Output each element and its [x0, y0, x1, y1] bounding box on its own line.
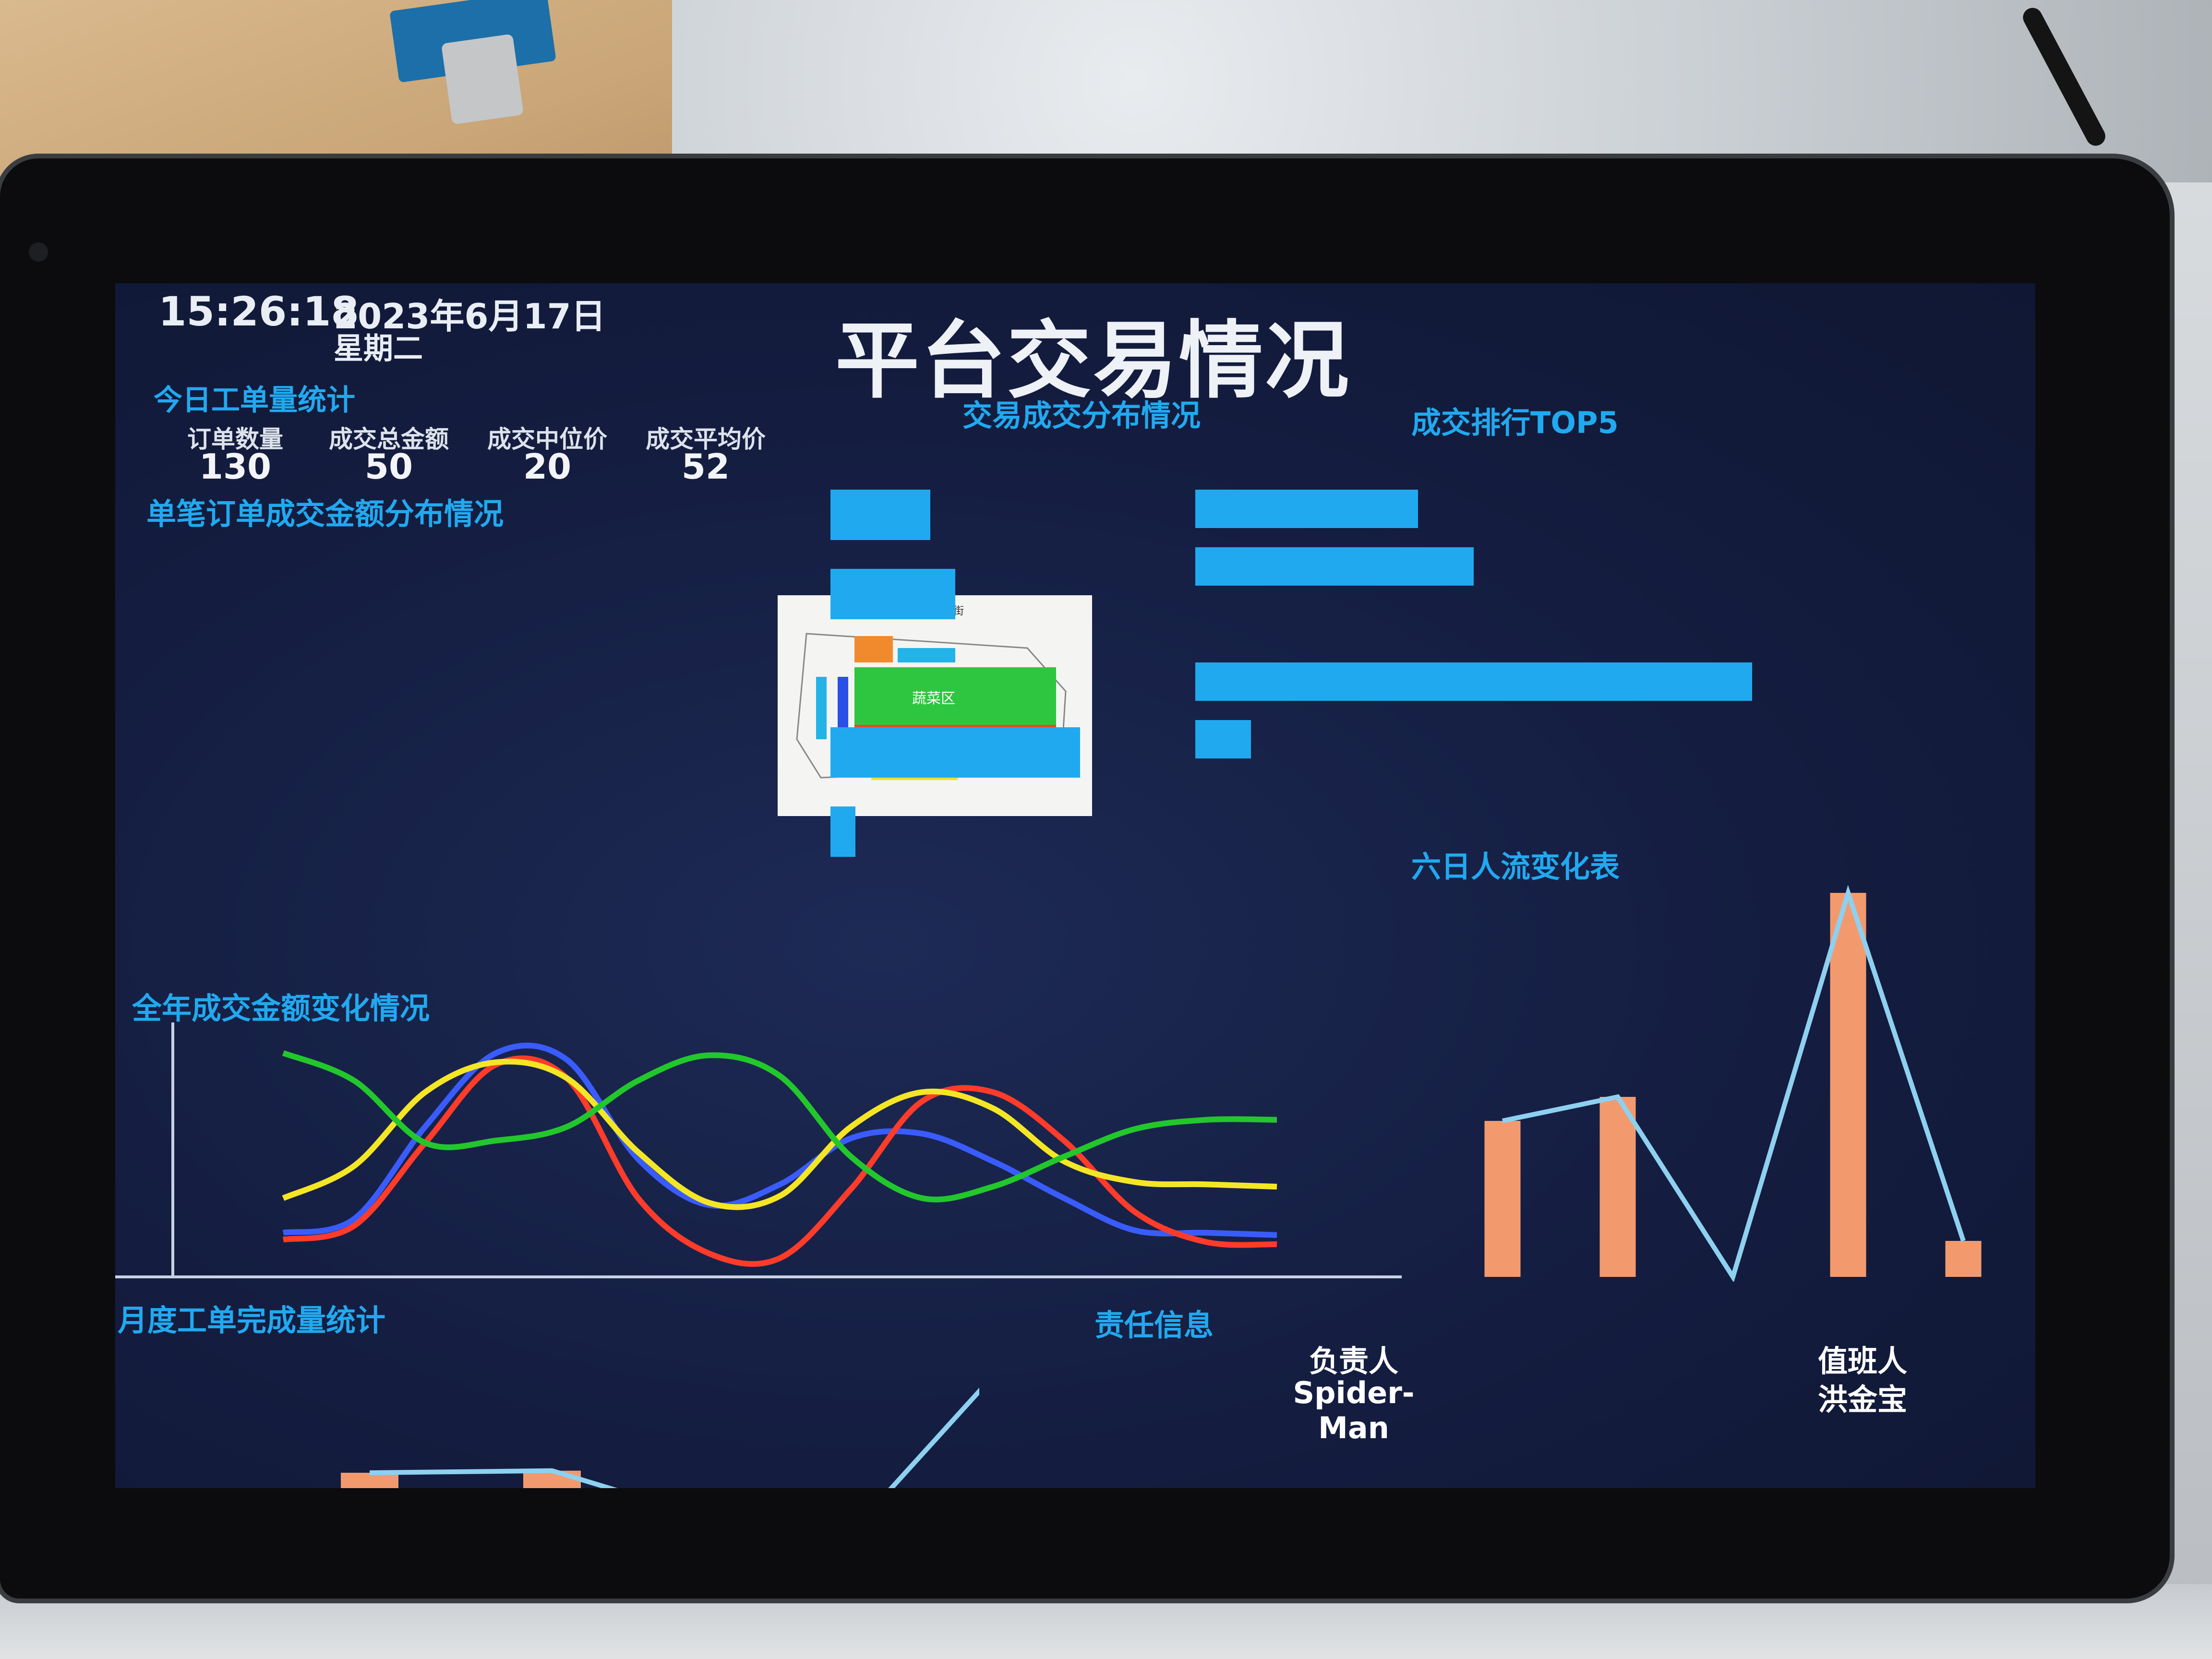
distribution-bar-chart [830, 490, 1080, 857]
dashboard-screen: 15:26:18 2023年6月17日 星期二 平台交易情况 今日工单量统计 订… [115, 283, 2035, 1488]
onduty-name: 洪金宝 [1817, 1382, 1907, 1417]
bar [341, 1473, 398, 1488]
stat-label-median: 成交中位价 [487, 425, 607, 453]
stat-value-total: 50 [364, 446, 413, 487]
monthly-title: 月度工单完成量统计 [118, 1303, 386, 1338]
sensor-plug [441, 34, 524, 125]
onduty-label: 值班人 [1817, 1344, 1907, 1379]
bar [1484, 1121, 1521, 1277]
yearly-title: 全年成交金额变化情况 [132, 991, 430, 1026]
yearly-line-chart [115, 1022, 1402, 1278]
bar [830, 569, 955, 619]
stat-label-total: 成交总金额 [329, 425, 449, 453]
clock-weekday: 星期二 [334, 331, 423, 366]
series-line [369, 1387, 979, 1488]
clock-date: 2023年6月17日 [334, 296, 606, 337]
series-line [282, 1042, 1277, 1238]
bar [1195, 547, 1474, 586]
owner-name: Spider-Man [1293, 1375, 1415, 1445]
bar [830, 727, 1080, 778]
bar [1195, 662, 1752, 701]
bar [523, 1470, 581, 1488]
bar [1599, 1097, 1636, 1277]
today-stats-title: 今日工单量统计 [154, 384, 355, 417]
stat-label-average: 成交平均价 [646, 425, 766, 453]
owner-label: 负责人 [1309, 1344, 1398, 1379]
stat-value-orders: 130 [199, 446, 272, 487]
distribution-title: 交易成交分布情况 [962, 398, 1201, 433]
bar [830, 806, 855, 857]
bar [1830, 893, 1866, 1277]
flow-combo-chart [1484, 885, 1982, 1282]
stat-value-median: 20 [523, 446, 572, 487]
series-line [1502, 885, 1966, 1282]
bar [1195, 720, 1251, 758]
page-title: 平台交易情况 [835, 313, 1351, 410]
clock-time: 15:26:18 [158, 288, 359, 335]
series-line [282, 1050, 1277, 1202]
top5-bar-chart [1195, 490, 1752, 758]
bar [1195, 490, 1418, 528]
duty-title: 责任信息 [1094, 1308, 1214, 1343]
bar [830, 490, 930, 540]
map-zone-label: 蔬菜区 [912, 690, 955, 707]
top5-title: 成交排行TOP5 [1411, 405, 1619, 440]
monthly-combo-chart [341, 1387, 979, 1488]
flow-title: 六日人流变化表 [1411, 849, 1620, 884]
stat-value-average: 52 [681, 446, 730, 487]
bar [1945, 1241, 1982, 1277]
camera-icon [29, 242, 48, 262]
series-line [282, 1058, 1277, 1210]
stat-label-orders: 订单数量 [187, 425, 283, 453]
single-order-title: 单笔订单成交金额分布情况 [146, 496, 504, 531]
